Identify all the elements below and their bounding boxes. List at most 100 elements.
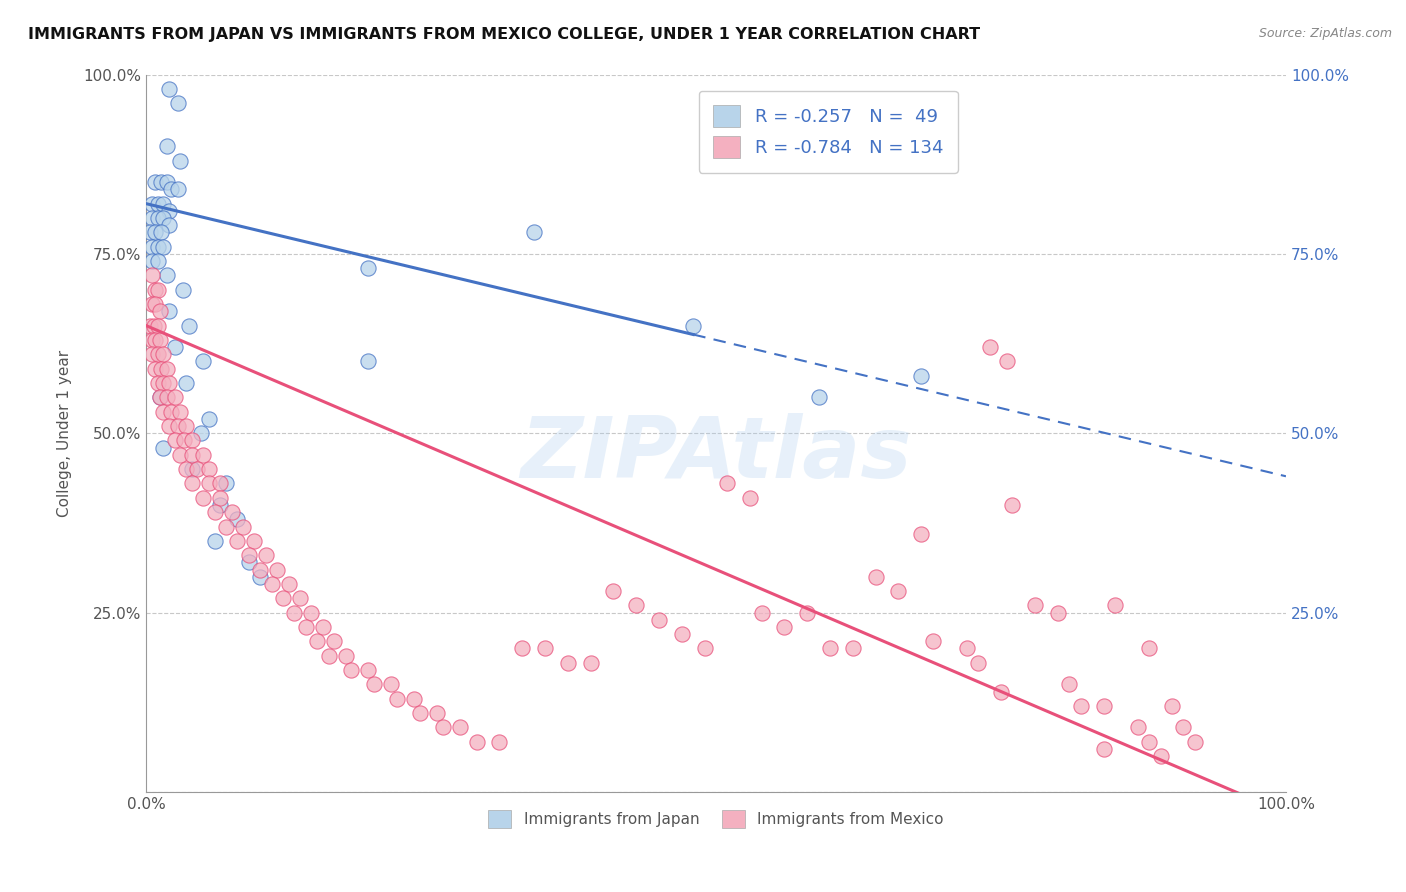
Point bbox=[149, 390, 172, 404]
Point bbox=[221, 505, 243, 519]
Point bbox=[152, 376, 174, 390]
Point bbox=[174, 419, 197, 434]
Point bbox=[1161, 698, 1184, 713]
Point bbox=[557, 656, 579, 670]
Point bbox=[191, 354, 214, 368]
Point bbox=[409, 706, 432, 720]
Point bbox=[260, 577, 283, 591]
Point bbox=[299, 606, 322, 620]
Point bbox=[141, 297, 163, 311]
Point bbox=[157, 304, 180, 318]
Point bbox=[773, 620, 796, 634]
Legend: Immigrants from Japan, Immigrants from Mexico: Immigrants from Japan, Immigrants from M… bbox=[482, 804, 950, 835]
Point bbox=[283, 606, 305, 620]
Point bbox=[152, 441, 174, 455]
Point bbox=[149, 333, 172, 347]
Point bbox=[167, 96, 190, 111]
Point bbox=[143, 297, 166, 311]
Point bbox=[146, 376, 169, 390]
Point bbox=[693, 641, 716, 656]
Point bbox=[191, 491, 214, 505]
Point bbox=[226, 512, 249, 526]
Point bbox=[143, 175, 166, 189]
Point bbox=[180, 448, 202, 462]
Point bbox=[160, 182, 183, 196]
Point bbox=[271, 591, 294, 606]
Point bbox=[152, 405, 174, 419]
Point bbox=[1184, 735, 1206, 749]
Point bbox=[432, 720, 454, 734]
Point bbox=[1137, 735, 1160, 749]
Point bbox=[266, 563, 288, 577]
Point bbox=[751, 606, 773, 620]
Point bbox=[402, 691, 425, 706]
Point bbox=[1070, 698, 1092, 713]
Point bbox=[1149, 749, 1171, 764]
Point bbox=[956, 641, 979, 656]
Point bbox=[146, 283, 169, 297]
Point bbox=[671, 627, 693, 641]
Point bbox=[209, 476, 232, 491]
Point bbox=[190, 426, 212, 441]
Point bbox=[910, 526, 932, 541]
Point bbox=[156, 361, 179, 376]
Point bbox=[138, 318, 160, 333]
Point bbox=[363, 677, 385, 691]
Text: IMMIGRANTS FROM JAPAN VS IMMIGRANTS FROM MEXICO COLLEGE, UNDER 1 YEAR CORRELATIO: IMMIGRANTS FROM JAPAN VS IMMIGRANTS FROM… bbox=[28, 27, 980, 42]
Point bbox=[146, 347, 169, 361]
Point bbox=[215, 476, 238, 491]
Point bbox=[865, 570, 887, 584]
Point bbox=[534, 641, 557, 656]
Point bbox=[318, 648, 340, 663]
Point bbox=[277, 577, 299, 591]
Point bbox=[186, 462, 208, 476]
Point bbox=[995, 354, 1018, 368]
Point bbox=[149, 390, 172, 404]
Point bbox=[488, 735, 510, 749]
Point bbox=[143, 225, 166, 239]
Point bbox=[716, 476, 738, 491]
Point bbox=[204, 533, 226, 548]
Point bbox=[141, 196, 163, 211]
Point bbox=[254, 548, 277, 562]
Point bbox=[626, 599, 648, 613]
Point bbox=[979, 340, 1001, 354]
Point bbox=[146, 254, 169, 268]
Point bbox=[157, 82, 180, 96]
Point bbox=[143, 333, 166, 347]
Point bbox=[143, 283, 166, 297]
Point bbox=[143, 361, 166, 376]
Point bbox=[174, 376, 197, 390]
Point bbox=[1104, 599, 1126, 613]
Y-axis label: College, Under 1 year: College, Under 1 year bbox=[58, 350, 72, 516]
Point bbox=[204, 505, 226, 519]
Point bbox=[149, 225, 172, 239]
Point bbox=[288, 591, 311, 606]
Point bbox=[198, 462, 221, 476]
Point bbox=[167, 419, 190, 434]
Point bbox=[156, 390, 179, 404]
Point bbox=[156, 175, 179, 189]
Point bbox=[579, 656, 602, 670]
Point bbox=[1092, 742, 1115, 756]
Point bbox=[910, 368, 932, 383]
Point bbox=[921, 634, 943, 648]
Point bbox=[157, 376, 180, 390]
Point bbox=[157, 419, 180, 434]
Point bbox=[174, 462, 197, 476]
Point bbox=[385, 691, 408, 706]
Point bbox=[465, 735, 488, 749]
Point bbox=[1001, 498, 1024, 512]
Point bbox=[967, 656, 990, 670]
Text: ZIPAtlas: ZIPAtlas bbox=[520, 413, 912, 496]
Point bbox=[232, 519, 254, 533]
Point bbox=[157, 218, 180, 232]
Point bbox=[169, 153, 191, 168]
Point bbox=[740, 491, 762, 505]
Point bbox=[152, 240, 174, 254]
Point bbox=[156, 139, 179, 153]
Point bbox=[523, 225, 546, 239]
Point bbox=[807, 390, 830, 404]
Point bbox=[141, 254, 163, 268]
Point bbox=[990, 684, 1012, 698]
